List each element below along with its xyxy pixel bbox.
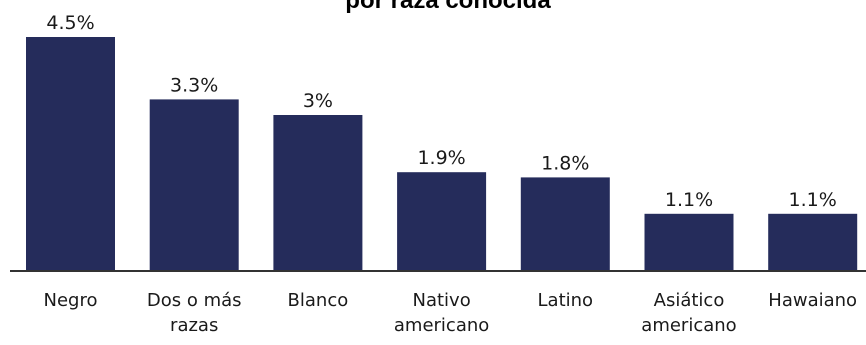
- bar-4: [520, 177, 610, 271]
- category-label-1-line-1: razas: [170, 315, 218, 336]
- category-labels-group: Negro Dos o más razas Blanco Nativo americano…: [44, 290, 858, 336]
- bars-group: [26, 37, 858, 272]
- category-label-0: Negro: [44, 290, 98, 311]
- bar-2: [273, 115, 363, 271]
- category-label-4: Latino: [538, 290, 594, 311]
- value-label-3: 1.9%: [417, 147, 465, 169]
- chart-title: por raza conocida: [345, 0, 551, 14]
- category-label-6: Hawaiano: [768, 290, 857, 311]
- category-label-2: Blanco: [288, 290, 349, 311]
- bar-5: [644, 213, 734, 271]
- bar-1: [149, 99, 239, 272]
- category-label-3-line-1: americano: [394, 315, 489, 336]
- category-label-1-line-0: Dos o más: [147, 290, 242, 311]
- value-label-5: 1.1%: [665, 189, 713, 211]
- value-label-6: 1.1%: [789, 189, 837, 211]
- category-label-5-line-1: americano: [641, 315, 736, 336]
- bar-6: [768, 213, 858, 271]
- value-label-1: 3.3%: [170, 74, 218, 96]
- value-label-4: 1.8%: [541, 152, 589, 174]
- category-label-5-line-0: Asiático: [654, 290, 725, 311]
- value-labels-group: 4.5% 3.3% 3% 1.9% 1.8% 1.1% 1.1%: [46, 12, 836, 211]
- value-label-2: 3%: [303, 90, 333, 112]
- bar-3: [397, 172, 487, 271]
- bar-0: [26, 37, 115, 271]
- category-label-3-line-0: Nativo: [412, 290, 470, 311]
- value-label-0: 4.5%: [46, 12, 94, 34]
